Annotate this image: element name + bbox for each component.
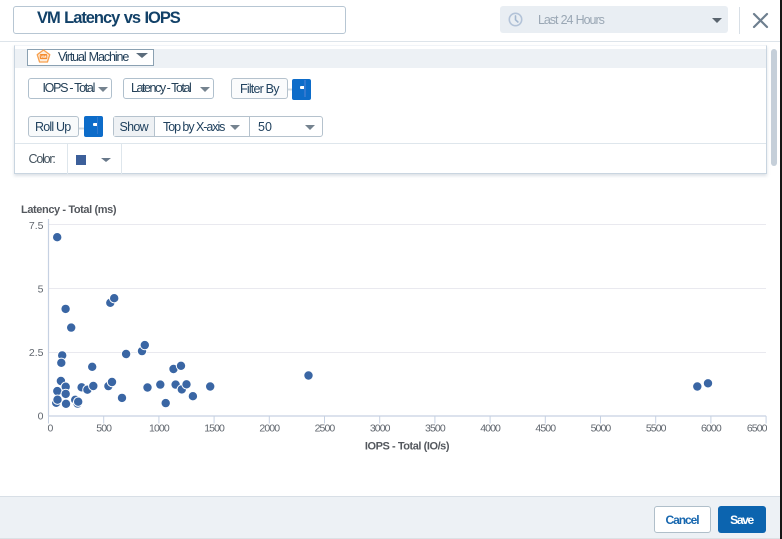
svg-text:6500: 6500	[747, 423, 768, 435]
svg-text:2500: 2500	[315, 423, 336, 435]
svg-text:1500: 1500	[204, 423, 225, 435]
svg-text:500: 500	[96, 423, 112, 435]
svg-text:3500: 3500	[425, 423, 446, 435]
svg-text:IOPS - Total (IO/s): IOPS - Total (IO/s)	[365, 441, 450, 453]
svg-text:2000: 2000	[259, 423, 280, 435]
svg-text:VM: VM	[41, 54, 48, 59]
svg-text:4500: 4500	[535, 423, 556, 435]
svg-text:2.5: 2.5	[29, 347, 44, 359]
svg-text:6000: 6000	[701, 423, 722, 435]
svg-text:5000: 5000	[591, 423, 612, 435]
svg-text:Latency - Total (ms): Latency - Total (ms)	[21, 204, 117, 216]
svg-text:3000: 3000	[370, 423, 391, 435]
svg-text:7.5: 7.5	[29, 220, 44, 232]
svg-text:5: 5	[38, 284, 44, 296]
svg-text:1000: 1000	[149, 423, 170, 435]
svg-text:5500: 5500	[646, 423, 667, 435]
svg-text:0: 0	[48, 423, 54, 435]
svg-text:4000: 4000	[480, 423, 501, 435]
svg-text:0: 0	[38, 411, 44, 423]
